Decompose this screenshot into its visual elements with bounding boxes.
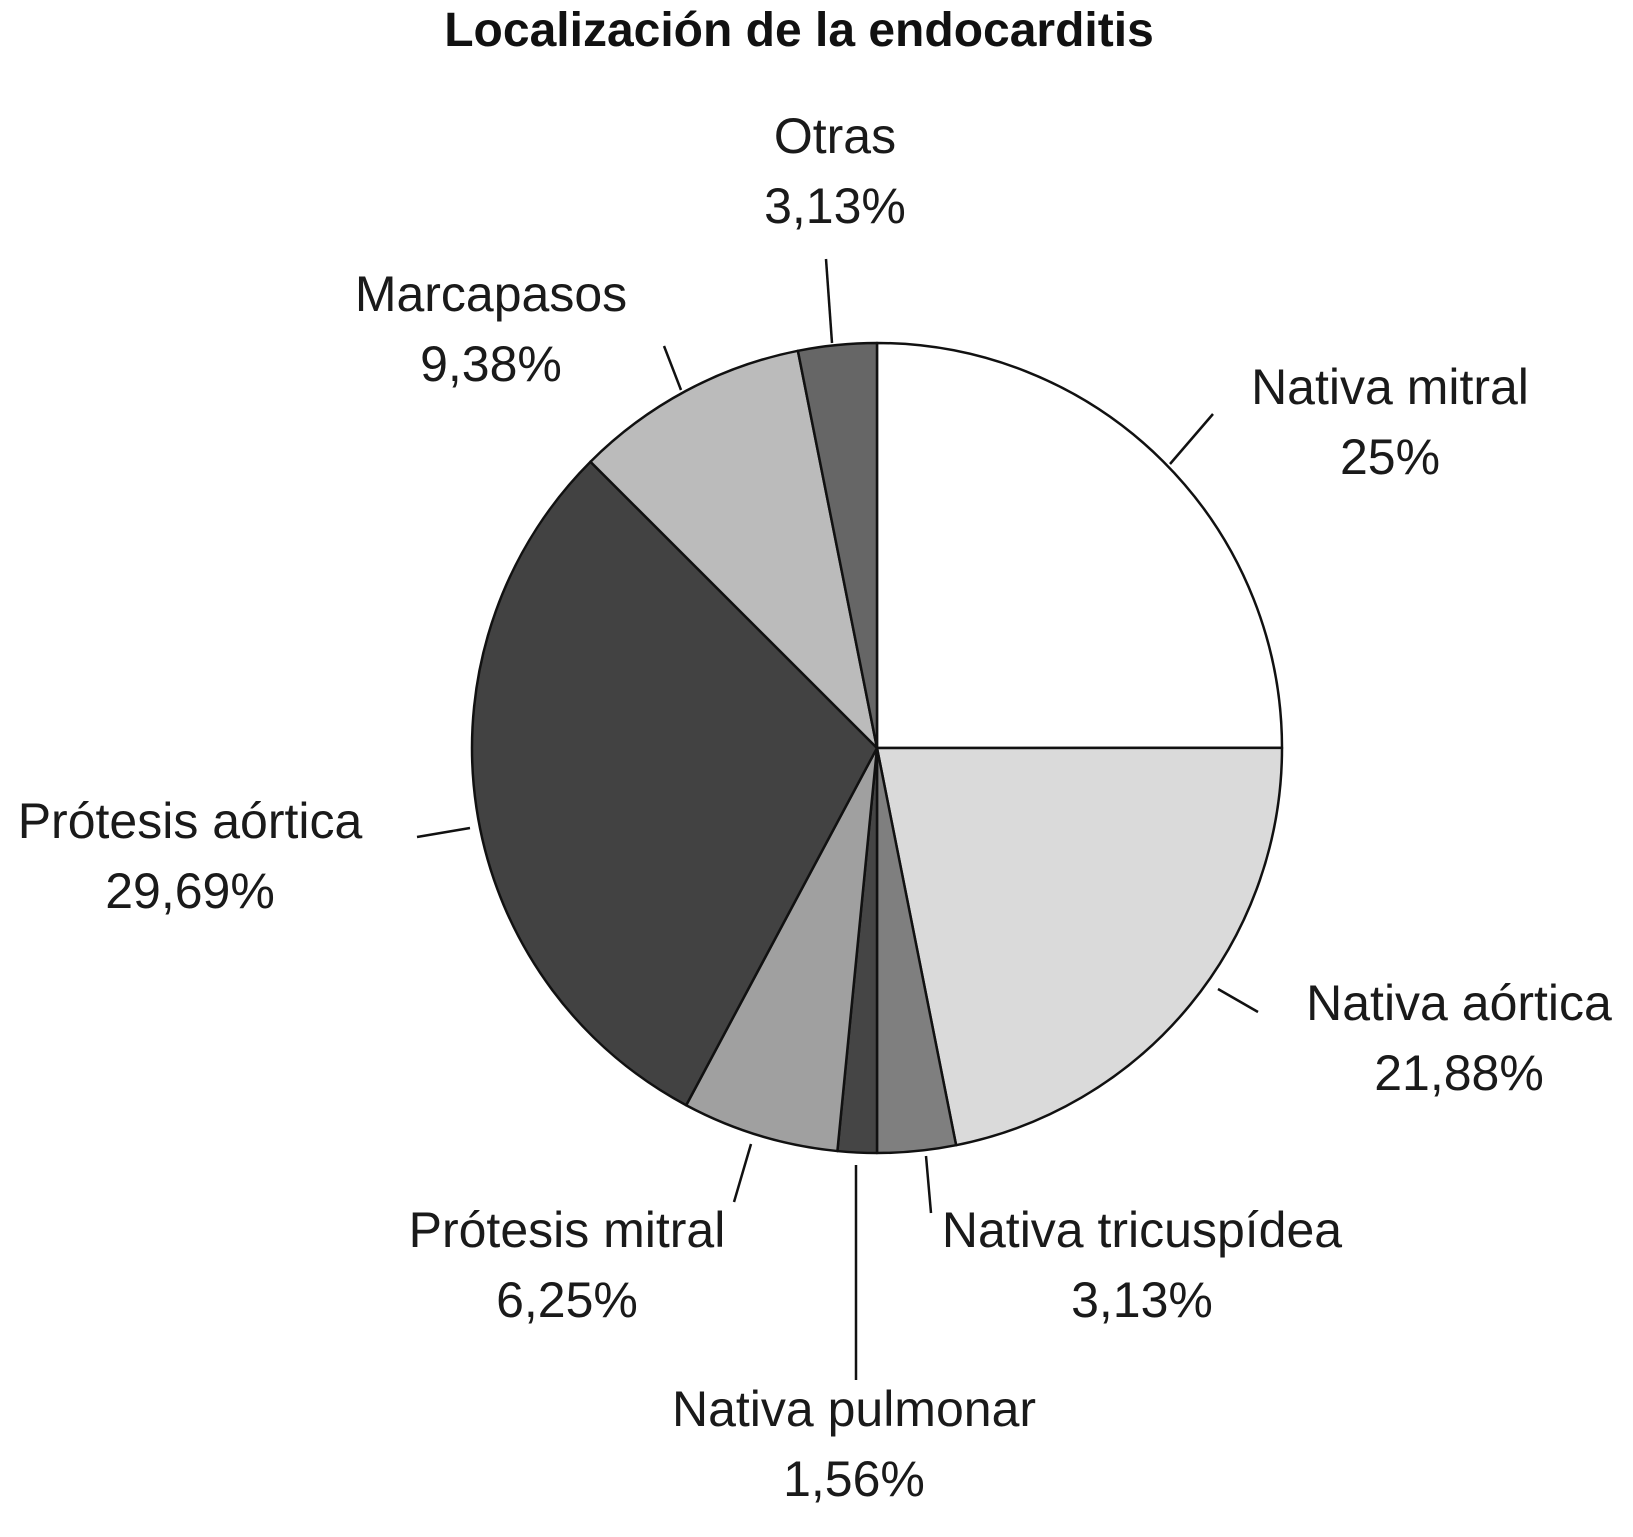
slice-labels: Nativa mitral 25% Nativa aórtica 21,88% Nati… bbox=[18, 108, 1612, 1507]
slice-label-nativa-mitral: Nativa mitral bbox=[1251, 359, 1529, 415]
slice-label-marcapasos: Marcapasos bbox=[355, 266, 627, 322]
slice-value-marcapasos: 9,38% bbox=[420, 336, 562, 392]
slice-value-nativa-tricuspidea: 3,13% bbox=[1071, 1272, 1213, 1328]
slice-label-otras: Otras bbox=[774, 108, 896, 164]
slice-label-nativa-tricuspidea: Nativa tricuspídea bbox=[942, 1202, 1342, 1258]
pie-slice-protesis-aortica bbox=[470, 460, 879, 1107]
slice-value-nativa-pulmonar: 1,56% bbox=[783, 1451, 925, 1507]
leader-line-protesis-mitral bbox=[732, 1143, 753, 1203]
pie-slice-otras bbox=[796, 341, 879, 750]
slice-value-nativa-aortica: 21,88% bbox=[1374, 1045, 1544, 1101]
slice-label-nativa-pulmonar: Nativa pulmonar bbox=[672, 1381, 1036, 1437]
slice-label-nativa-aortica: Nativa aórtica bbox=[1306, 975, 1612, 1031]
pie-slice-nativa-aortica bbox=[875, 746, 1284, 1147]
slice-value-nativa-mitral: 25% bbox=[1340, 429, 1440, 485]
pie-slice-nativa-mitral bbox=[875, 341, 1284, 750]
pie-slices bbox=[470, 341, 1284, 1155]
leader-line-nativa-aortica bbox=[1217, 987, 1259, 1014]
leader-line-protesis-aortica bbox=[416, 826, 471, 839]
leader-line-nativa-tricuspidea bbox=[924, 1155, 933, 1214]
chart-title: Localización de la endocarditis bbox=[444, 4, 1154, 57]
pie-slice-protesis-mitral bbox=[684, 746, 879, 1153]
leader-line-otras bbox=[824, 258, 834, 344]
slice-value-protesis-aortica: 29,69% bbox=[105, 863, 275, 919]
slice-label-protesis-aortica: Prótesis aórtica bbox=[18, 793, 363, 849]
leader-line-nativa-mitral bbox=[1169, 413, 1214, 465]
leader-line-marcapasos bbox=[662, 345, 683, 391]
slice-label-protesis-mitral: Prótesis mitral bbox=[409, 1202, 726, 1258]
slice-value-protesis-mitral: 6,25% bbox=[496, 1272, 638, 1328]
leader-lines bbox=[416, 258, 1259, 1380]
pie-slice-marcapasos bbox=[589, 349, 879, 750]
slice-value-otras: 3,13% bbox=[764, 178, 906, 234]
